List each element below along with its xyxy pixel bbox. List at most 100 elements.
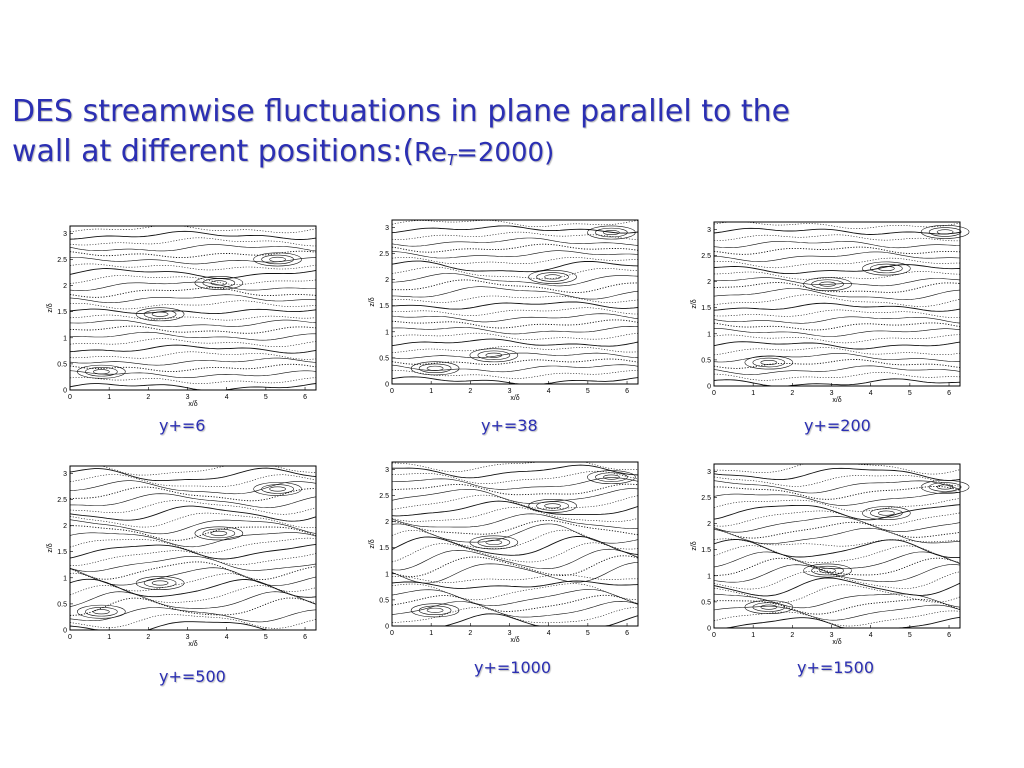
contour-line [69, 351, 317, 360]
contour-line [713, 604, 961, 621]
x-tick-label: 2 [468, 630, 472, 637]
y-tick-label: 2 [707, 521, 711, 528]
contour-panel-4: 0 1 2 3 4 5 6 0 0.5 1 1.5 2 2.5 3 x/δ z/δ [44, 462, 324, 652]
contour-line [69, 331, 316, 341]
y-tick-label: 2 [63, 283, 67, 290]
y-tick-label: 1.5 [57, 309, 67, 316]
contour-plot-5: 0 1 2 3 4 5 600.511.522.53x/δz/δ [369, 461, 639, 644]
y-tick-label: 2.5 [57, 497, 67, 504]
x-axis-label: x/δ [188, 641, 197, 648]
contour-line [69, 567, 317, 586]
contour-line [69, 275, 317, 285]
x-tick-label: 4 [547, 388, 551, 395]
contour-line [69, 550, 317, 566]
contour-loop [135, 576, 185, 590]
contour-line [391, 494, 639, 510]
contour-line [391, 295, 639, 303]
contour-line [69, 294, 317, 304]
contour-lines [69, 225, 317, 391]
x-tick-label: 4 [225, 394, 229, 401]
contour-line [391, 580, 639, 589]
y-axis-label: z/δ [47, 543, 54, 552]
contour-line [69, 532, 317, 548]
contour-line [391, 574, 639, 583]
contour-loop [85, 367, 118, 377]
contour-line [391, 250, 639, 259]
contour-loop [77, 364, 126, 379]
contour-loop [253, 482, 302, 496]
contour-line [391, 352, 639, 359]
contour-line [69, 230, 317, 240]
plot-frame [391, 219, 639, 385]
contour-loop [870, 263, 903, 274]
contour-loop [595, 227, 628, 238]
contour-line [713, 378, 961, 387]
contour-line [69, 263, 317, 271]
y-tick-label: 3 [385, 467, 389, 474]
y-tick-label: 0.5 [379, 355, 389, 362]
contour-line [713, 341, 961, 350]
y-tick-label: 3 [707, 227, 711, 234]
contour-loop [77, 604, 126, 619]
contour-line [391, 519, 639, 536]
contour-line [391, 243, 639, 253]
x-tick-label: 5 [586, 388, 590, 395]
contour-line [713, 491, 961, 506]
title-line-2: wall at different positions:(ReT=2000) [12, 132, 992, 180]
contour-loop [536, 272, 569, 282]
contour-line [713, 564, 961, 583]
contour-line [713, 334, 961, 344]
contour-line [391, 470, 639, 485]
contour-loop [469, 348, 519, 363]
contour-loop [862, 261, 911, 276]
contour-line [713, 277, 961, 287]
contour-loop [93, 369, 110, 375]
contour-loop [878, 510, 895, 516]
contour-line [713, 599, 961, 615]
contour-line [69, 621, 316, 631]
x-tick-label: 5 [264, 394, 268, 401]
x-tick-label: 1 [429, 630, 433, 637]
plot-frame [69, 225, 317, 391]
contour-line [69, 591, 317, 609]
contour-line [713, 251, 961, 262]
x-tick-label: 6 [947, 632, 951, 639]
contour-lines [69, 465, 317, 631]
title-re-subscript: T [446, 151, 457, 169]
contour-loop [194, 276, 244, 290]
x-tick-label: 5 [908, 390, 912, 397]
contour-line [713, 551, 961, 569]
contour-plot-2: 0 1 2 3 4 5 600.511.522.53x/δz/δ [369, 219, 639, 402]
contour-line [69, 383, 317, 391]
panel-6-caption: y+=1500 [797, 658, 874, 677]
contour-line [69, 578, 317, 598]
contour-line [391, 338, 639, 347]
contour-line [391, 279, 639, 294]
y-tick-label: 3 [385, 225, 389, 232]
x-tick-label: 3 [830, 390, 834, 397]
y-tick-label: 0.5 [57, 361, 67, 368]
y-tick-label: 0 [63, 388, 67, 395]
contour-loop [528, 270, 577, 284]
contour-line [69, 561, 317, 581]
contour-loop [928, 227, 962, 237]
contour-line [713, 221, 961, 229]
contour-loop [928, 482, 962, 492]
y-tick-label: 0 [707, 626, 711, 633]
x-tick-label: 4 [547, 630, 551, 637]
contour-loop [151, 580, 169, 586]
contour-line [391, 370, 638, 379]
y-tick-label: 0 [707, 384, 711, 391]
contour-line [713, 498, 961, 512]
contour-line [391, 562, 639, 584]
x-tick-label: 5 [586, 630, 590, 637]
contour-line [69, 480, 317, 495]
x-axis-label: x/δ [188, 401, 197, 408]
contour-loop [261, 254, 294, 265]
x-tick-label: 6 [947, 390, 951, 397]
contour-line [391, 266, 639, 280]
contour-loop [920, 480, 970, 494]
y-tick-label: 2.5 [379, 493, 389, 500]
x-tick-label: 4 [225, 634, 229, 641]
contour-loop [477, 537, 511, 548]
